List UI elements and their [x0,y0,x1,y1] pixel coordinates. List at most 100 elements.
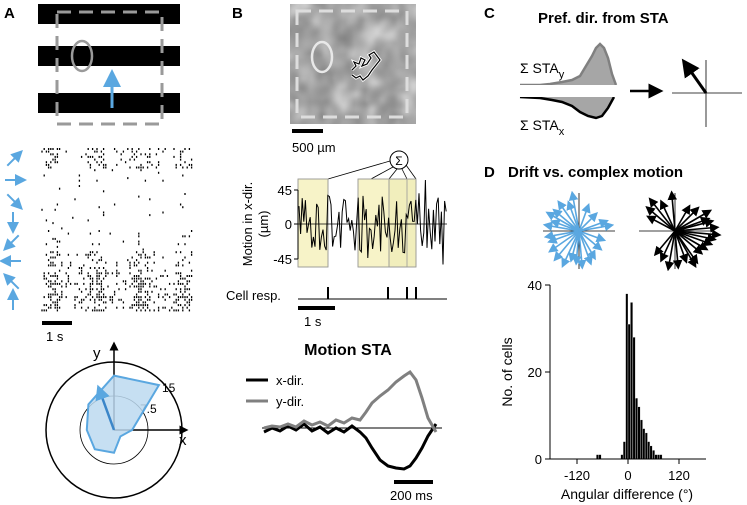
direction-vector-icon [664,230,676,272]
time-scalebar-b-label: 1 s [304,314,322,329]
direction-vector-icon [674,230,697,269]
panel-c-title: Pref. dir. from STA [538,10,669,27]
direction-vector-icon [572,230,582,266]
hist-xtick-0: 0 [624,468,631,483]
direction-arrow-icon [6,193,23,210]
direction-vector-icon [653,230,676,257]
hist-ytick-0: 0 [535,452,542,467]
hist-xtick-m120: -120 [564,468,590,483]
receptive-field-ellipse-b [310,40,334,74]
panel-letter-c: C [484,5,495,22]
histogram-bar [637,406,641,460]
direction-vector-icon [578,202,591,232]
direction-arrows [0,150,27,310]
complex-motion-directions [639,190,722,272]
histogram-bar [632,337,636,460]
direction-vector-icon [578,212,598,232]
sta-y-curve [520,42,618,87]
histogram-bar [657,454,660,460]
direction-vector-icon [547,230,580,244]
direction-vector-icon [553,230,580,262]
motion-ytick-45: 45 [278,183,292,198]
polar-plot: y x 7.5 15 [45,341,189,499]
histogram-bar [630,302,633,460]
direction-vector-icon [566,200,580,232]
motion-ytick-m45: -45 [273,252,292,267]
motion-trace [298,179,447,265]
receptive-field-ellipse [70,39,94,73]
panel-b: B 500 µm Σ [226,4,447,503]
histogram-bar [659,454,663,460]
panel-a: A 1 s y x 7.5 15 [0,4,193,499]
direction-vector-icon [545,211,580,232]
direction-vector-icon [674,204,691,232]
histogram-bar [654,454,658,460]
sum-connectors [327,160,417,180]
time-scalebar-sta-label: 200 ms [390,488,433,503]
space-scalebar-label: 500 µm [292,140,336,155]
sta-x-curve [519,95,616,120]
sta-x-fill [520,97,614,118]
direction-arrow-icon [6,150,23,167]
direction-vector-icon [672,230,683,270]
histogram-bar [620,454,624,460]
histogram-bar [635,397,638,460]
eye-drift-trajectory [351,51,381,81]
direction-vector-icon [645,206,676,232]
direction-arrow-icon [3,234,20,251]
direction-vector-icon [578,230,607,243]
panel-d-title: Drift vs. complex motion [508,164,683,181]
hist-ytick-40: 40 [528,278,542,293]
histogram-bar [649,445,653,460]
sta-y-fill [520,44,616,85]
noise-stimulus [290,4,416,124]
direction-vector-icon [674,206,700,232]
histogram-bar [627,323,631,460]
sum-symbol-circle [389,150,409,170]
motion-sta-title: Motion STA [304,342,392,359]
preferred-direction-arrow-icon [95,384,116,431]
legend-x-label: x-dir. [276,373,304,388]
grating-stimulus [38,4,180,126]
direction-vector-icon [568,230,580,263]
drift-directions [542,190,615,270]
hist-ylabel: No. of cells [499,337,515,406]
direction-vector-icon [548,230,580,253]
direction-vector-icon [659,199,676,232]
direction-vector-icon [578,218,609,232]
histogram-bars [596,293,663,460]
hist-xtick-120: 120 [668,468,690,483]
direction-vector-icon [646,215,676,232]
polar-y-label: y [93,345,101,362]
direction-vector-icon [674,209,713,232]
pref-dir-arrow-icon [681,58,708,94]
direction-vector-icon [674,230,704,255]
receptive-field-frame-b [295,9,409,119]
direction-vector-icon [576,230,587,270]
sta-windows [297,178,417,268]
motion-ylabel-1: Motion in x-dir. [240,182,255,267]
panel-d: D Drift vs. complex motion 40 20 0 -120 … [484,164,722,502]
direction-vector-icon [557,200,580,232]
hist-xlabel: Angular difference (°) [561,486,693,502]
cell-resp-spikes [327,287,417,299]
time-scalebar-a-label: 1 s [46,329,64,344]
direction-vector-icon [561,230,580,268]
histogram-bar [642,428,646,460]
histogram-bar [640,419,643,460]
direction-vector-icon [667,190,678,232]
direction-vector-icon [542,221,580,232]
motion-ylabel-2: (µm) [256,211,271,238]
spike-raster [41,148,193,312]
hist-ytick-20: 20 [528,365,542,380]
direction-arrow-icon [3,273,20,290]
receptive-field-frame [55,10,164,126]
panel-letter-b: B [232,5,243,22]
panel-c: C Pref. dir. from STA Σ STAy Σ STAx [484,5,742,138]
histogram-bar [652,450,655,460]
direction-vector-icon [552,208,580,232]
direction-vector-icon [578,230,603,251]
histogram-bar [596,454,599,460]
histogram-bar [598,454,602,460]
